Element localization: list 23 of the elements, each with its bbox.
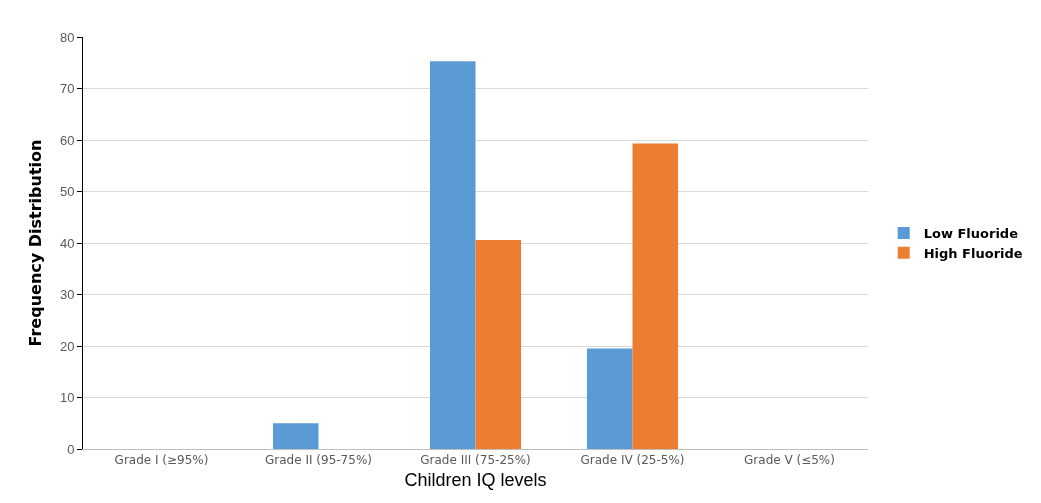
x-tick-label: Grade III (75-25%) <box>420 453 531 468</box>
bar <box>586 348 633 449</box>
y-tick-label: 40 <box>59 235 75 251</box>
x-tick-label: Grade I (≥95%) <box>114 453 209 468</box>
y-axis-title: Frequency Distribution <box>25 139 45 347</box>
bar <box>429 61 476 449</box>
x-tick-label: Grade II (95-75%) <box>265 453 372 468</box>
y-tick-label: 50 <box>59 184 75 200</box>
y-tick-label: 60 <box>59 132 75 148</box>
bar <box>475 239 522 449</box>
x-tick-label: Grade IV (25-5%) <box>580 453 685 468</box>
y-tick-label: 20 <box>59 338 75 354</box>
y-tick-label: 80 <box>59 29 75 45</box>
legend-label: Low Fluoride <box>923 226 1019 242</box>
y-tick-label: 30 <box>59 287 75 303</box>
y-tick-label: 70 <box>59 81 75 97</box>
y-tick-label: 0 <box>67 441 75 457</box>
x-tick-label: Grade V (≤5%) <box>744 453 835 468</box>
bar <box>272 423 319 449</box>
x-axis-title: Children IQ levels <box>404 469 547 490</box>
legend-label: High Fluoride <box>923 245 1023 261</box>
y-tick-label: 10 <box>59 390 75 406</box>
bar <box>632 143 679 449</box>
